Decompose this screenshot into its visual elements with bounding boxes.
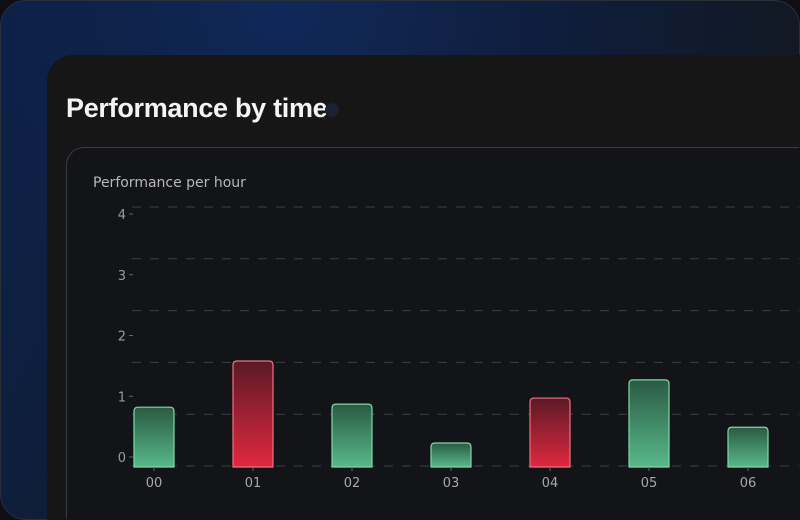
bar-05 — [628, 379, 670, 468]
x-tick-label: 03 — [443, 476, 460, 491]
bar-02 — [331, 403, 373, 468]
bar-00 — [133, 406, 175, 468]
y-tick-label: 1 — [118, 390, 126, 405]
page-title: Performance by time — [66, 93, 328, 123]
y-tick-label: 2 — [118, 330, 126, 345]
y-tick-label: 4 — [118, 208, 126, 223]
bar-01 — [232, 360, 274, 468]
x-tick-label: 05 — [641, 476, 658, 491]
y-tick-label: 0 — [118, 451, 126, 466]
bar-06 — [727, 426, 769, 468]
y-tick-label: 3 — [118, 269, 126, 284]
x-tick-label: 04 — [542, 476, 559, 491]
x-tick-label: 01 — [245, 476, 262, 491]
bar-03 — [430, 442, 472, 468]
x-tick-label: 02 — [344, 476, 361, 491]
x-tick-label: 00 — [146, 476, 163, 491]
chart-title: Performance per hour — [93, 175, 246, 191]
bar-04 — [529, 397, 571, 468]
x-tick-label: 06 — [740, 476, 757, 491]
info-icon[interactable] — [325, 103, 339, 117]
